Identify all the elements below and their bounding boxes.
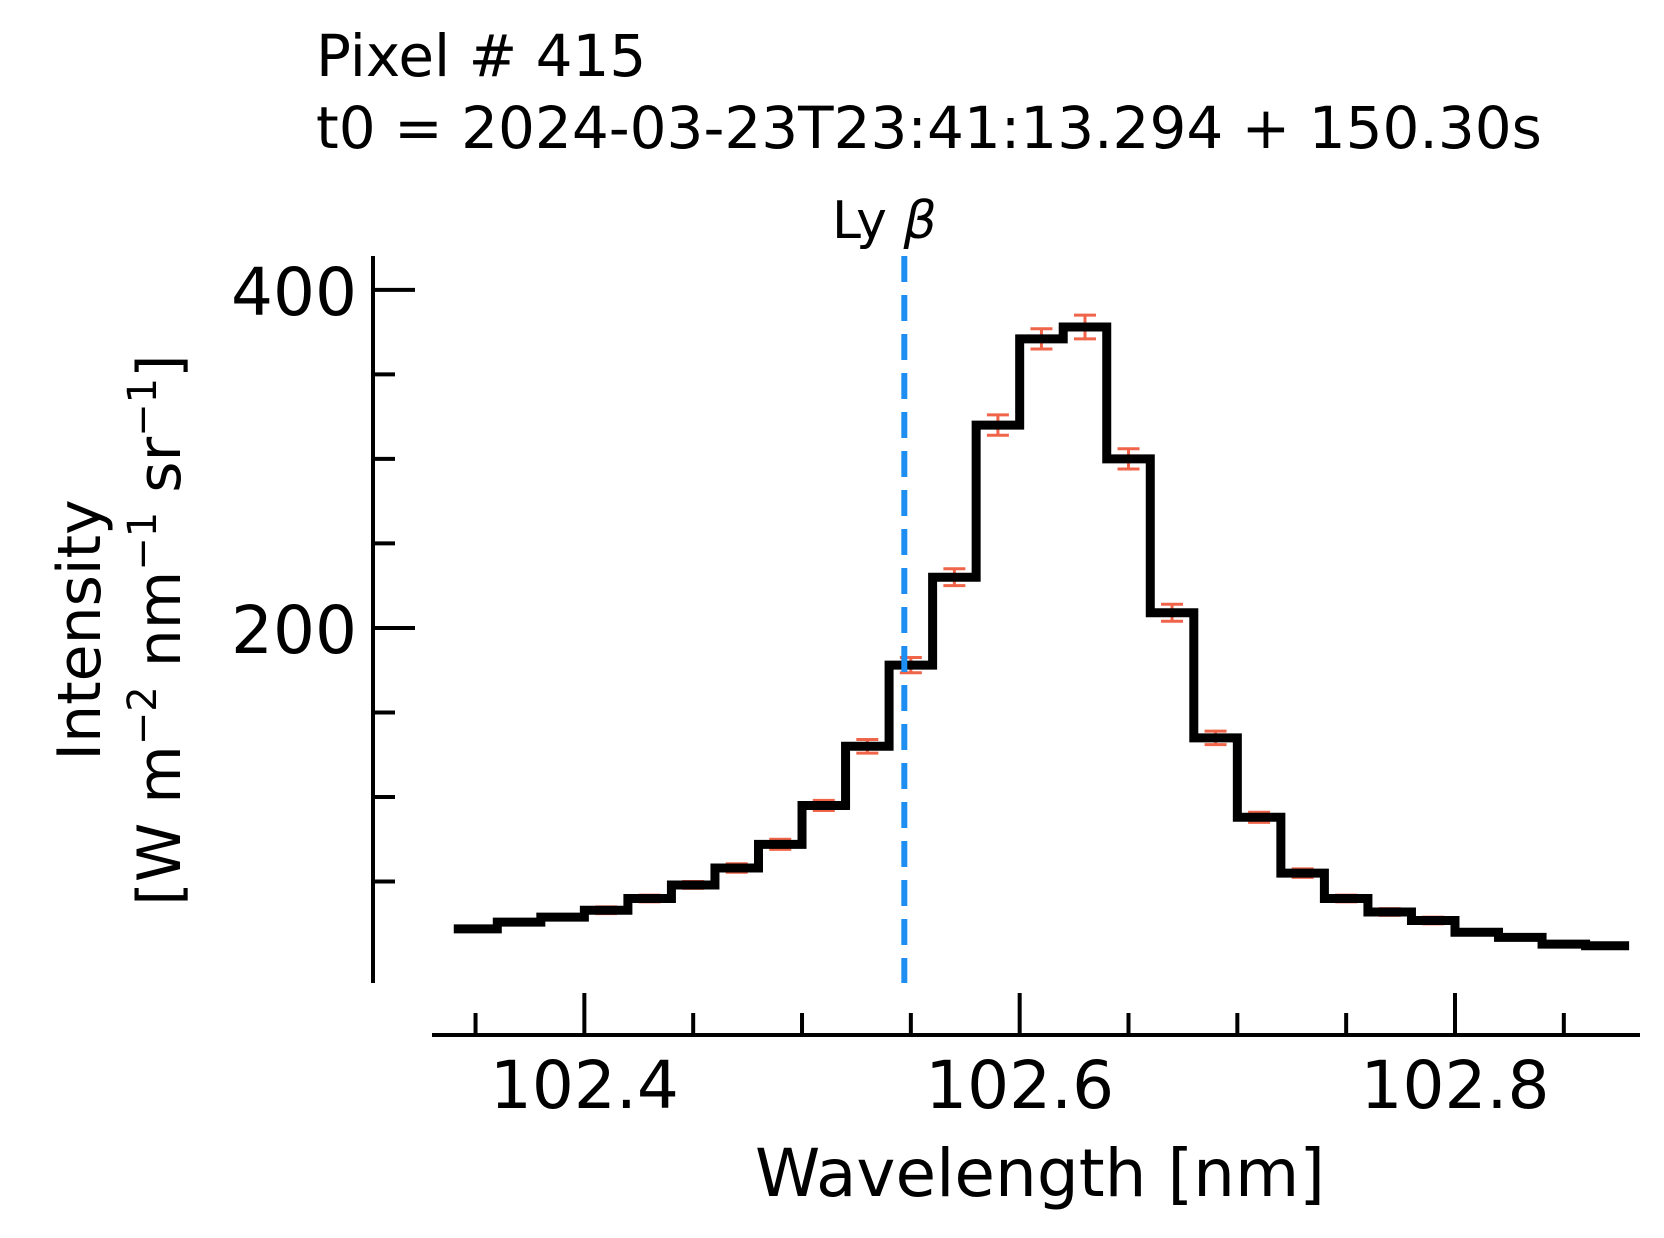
y-axis-label-line-2: [W m−2 nm−1 sr−1] (120, 354, 195, 905)
y-tick-label: 400 (231, 254, 357, 331)
x-tick-label: 102.8 (1361, 1047, 1550, 1124)
x-tick-label: 102.4 (490, 1047, 679, 1124)
chart-title-line-2: t0 = 2024-03-23T23:41:13.294 + 150.30s (316, 94, 1542, 162)
y-tick-label: 200 (231, 592, 357, 669)
spectrum-step-line (453, 322, 1630, 951)
ly-beta-label: Ly β (832, 191, 937, 251)
x-tick-label: 102.6 (925, 1047, 1114, 1124)
error-bars (464, 313, 1619, 949)
chart-title-line-1: Pixel # 415 (316, 22, 647, 90)
axes: 200 400 102.4 102.6 102.8 (231, 254, 1640, 1124)
y-axis-label-line-1: Intensity (45, 499, 115, 760)
x-axis-label: Wavelength [nm] (755, 1135, 1325, 1212)
